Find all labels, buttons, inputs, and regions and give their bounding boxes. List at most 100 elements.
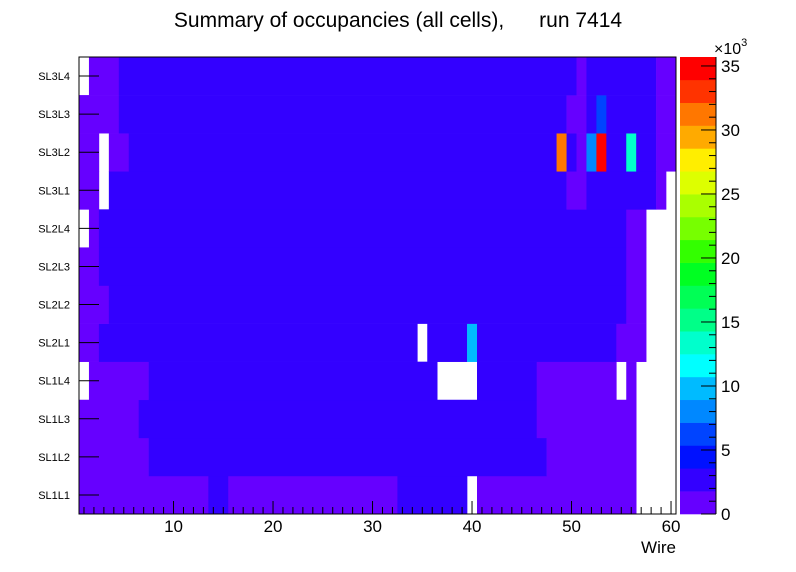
heatmap-cell (108, 133, 130, 172)
color-scale-band (680, 239, 716, 263)
heatmap-cell (586, 133, 597, 172)
color-scale-band (680, 422, 716, 446)
heatmap-cell (108, 171, 567, 210)
heatmap-cell (477, 361, 537, 401)
heatmap-cell (626, 285, 647, 324)
heatmap-cell (606, 95, 657, 134)
heatmap-cell (656, 133, 677, 172)
heatmap-cell (148, 361, 438, 401)
color-scale-tick-label: 25 (721, 185, 740, 204)
x-axis: 10 20 30 40 50 60 (83, 501, 681, 536)
color-scale-band (680, 57, 716, 81)
y-tick-label: SL2L3 (38, 261, 70, 273)
y-tick-label: SL1L3 (38, 414, 70, 426)
x-tick-label: 60 (662, 517, 681, 536)
heatmap-cell (596, 95, 607, 134)
color-scale-band (680, 285, 716, 309)
heatmap-cell (477, 475, 637, 515)
y-tick-label: SL3L2 (38, 147, 70, 159)
heatmap-cell (208, 475, 229, 515)
color-scale-band (680, 125, 716, 149)
heatmap-cell (98, 247, 627, 286)
heatmap-cell (536, 361, 617, 401)
heatmap-cell (586, 57, 657, 96)
color-scale-band (680, 308, 716, 332)
x-tick-label: 20 (264, 517, 283, 536)
heatmap-cell (467, 323, 478, 362)
heatmap-cell (98, 209, 627, 248)
heatmap-cell (138, 399, 537, 439)
color-scale-tick-label: 5 (721, 441, 730, 460)
heatmap-cell (576, 57, 587, 96)
heatmap-cell (626, 361, 637, 401)
y-tick-label: SL1L1 (38, 490, 70, 502)
x-tick-label: 40 (463, 517, 482, 536)
x-axis-label: Wire (641, 538, 676, 557)
heatmap-cell (656, 95, 677, 134)
y-axis: SL1L1 SL1L2 SL1L3 SL1L4 SL2L1 SL2L2 SL2L3 SL2L4… (38, 71, 99, 502)
heatmap-cells (79, 57, 677, 515)
heatmap-cell (566, 95, 587, 134)
heatmap-cell (576, 133, 587, 172)
y-tick-label: SL2L4 (38, 223, 70, 235)
x-tick-label: 50 (562, 517, 581, 536)
x-tick-label: 30 (363, 517, 382, 536)
heatmap-cell (128, 133, 557, 172)
z-multiplier-exp: 3 (741, 37, 747, 49)
color-scale-band (680, 148, 716, 172)
y-tick-label: SL2L1 (38, 338, 70, 350)
heatmap-cell (536, 399, 637, 439)
heatmap-cell (656, 171, 667, 210)
heatmap-cell (626, 133, 637, 172)
y-tick-label: SL3L3 (38, 109, 70, 121)
heatmap-cell (427, 323, 468, 362)
y-tick-label: SL2L2 (38, 300, 70, 312)
heatmap-cell (556, 133, 567, 172)
color-scale-band (680, 491, 716, 515)
color-scale-band (680, 376, 716, 401)
heatmap-cell (148, 437, 547, 477)
heatmap-cell (636, 133, 657, 172)
heatmap-cell (626, 247, 647, 286)
color-scale-band (680, 468, 716, 492)
color-scale-band (680, 216, 716, 241)
color-scale-band (680, 102, 716, 126)
heatmap-cell (546, 437, 637, 477)
y-tick-label: SL1L4 (38, 376, 70, 388)
heatmap-cell (656, 57, 677, 96)
color-scale-tick-label: 0 (721, 505, 730, 524)
color-scale-band (680, 262, 716, 286)
x-tick-label: 10 (164, 517, 183, 536)
chart-title: Summary of occupancies (all cells), run … (174, 9, 623, 32)
heatmap-cell (566, 171, 587, 210)
y-tick-label: SL3L4 (38, 71, 70, 83)
color-scale-tick-label: 15 (721, 313, 740, 332)
y-tick-label: SL3L1 (38, 185, 70, 197)
color-scale-band (680, 445, 716, 469)
heatmap-cell (616, 323, 647, 362)
heatmap-cell (477, 323, 617, 362)
color-scale-tick-label: 10 (721, 377, 740, 396)
z-multiplier-base: ×10 (714, 41, 741, 58)
heatmap-cell (98, 323, 418, 362)
heatmap-cell (118, 57, 577, 96)
heatmap-cell (606, 133, 627, 172)
heatmap-cell (118, 95, 567, 134)
color-scale-band (680, 194, 716, 218)
color-scale-band (680, 399, 716, 423)
heatmap-cell (596, 133, 607, 172)
color-scale-band (680, 171, 716, 195)
heatmap-cell (566, 133, 577, 172)
color-scale: 0 5 10 15 20 25 30 35 (680, 57, 740, 524)
color-scale-band (680, 331, 716, 355)
y-tick-label: SL1L2 (38, 452, 70, 464)
color-scale-tick-label: 30 (721, 121, 740, 140)
plot-frame (78, 56, 677, 515)
heatmap-cell (626, 209, 647, 248)
heatmap-cell (586, 95, 597, 134)
z-multiplier: ×103 (714, 37, 747, 58)
heatmap-cell (108, 285, 627, 324)
color-scale-tick-label: 35 (721, 57, 740, 76)
heatmap-cell (586, 171, 657, 210)
